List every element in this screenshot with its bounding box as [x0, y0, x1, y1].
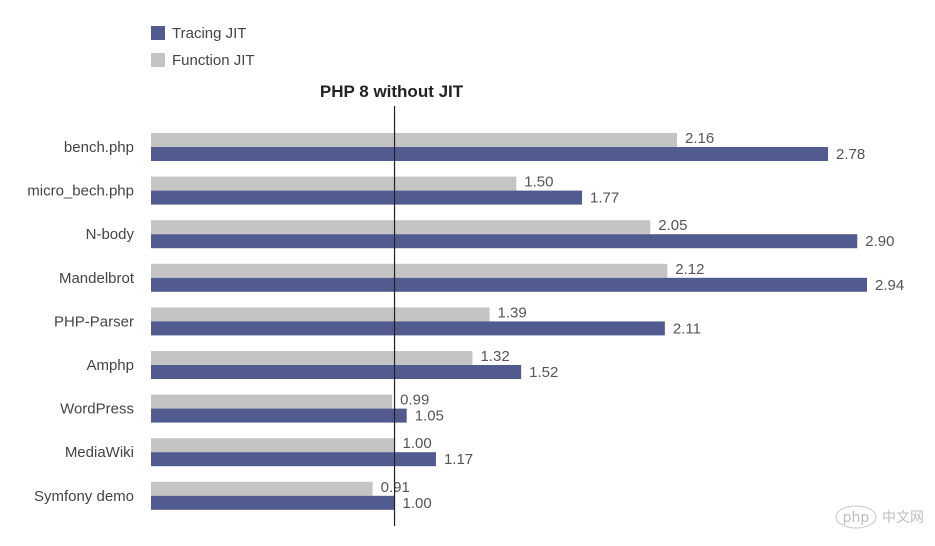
bar-tracing-jit-bench-php [151, 147, 829, 161]
value-label-tracing-jit-amphp: 1.52 [529, 364, 558, 381]
value-label-function-jit-amphp: 1.32 [480, 348, 509, 365]
value-label-tracing-jit-mediawiki: 1.17 [444, 451, 473, 468]
bar-function-jit-micro-bech-php [151, 176, 517, 191]
legend: Tracing JIT Function JIT [151, 25, 255, 69]
category-label-wordpress: WordPress [60, 401, 134, 418]
category-label-mediawiki: MediaWiki [65, 444, 134, 461]
value-label-tracing-jit-php-parser: 2.11 [673, 320, 701, 337]
bar-tracing-jit-n-body [151, 234, 858, 249]
reference-line-label: PHP 8 without JIT [320, 82, 464, 101]
category-label-mandelbrot: Mandelbrot [59, 270, 135, 287]
watermark: php 中文网 [835, 505, 924, 529]
bar-function-jit-mediawiki [151, 438, 395, 453]
legend-label-tracing-jit: Tracing JIT [172, 25, 246, 42]
value-label-tracing-jit-n-body: 2.90 [865, 233, 894, 250]
value-label-tracing-jit-mandelbrot: 2.94 [875, 277, 904, 294]
bars-group: bench.php 2.16 2.78 micro_bech.php 1.50 1.77 N… [27, 130, 904, 512]
bar-function-jit-bench-php [151, 133, 678, 147]
value-label-function-jit-mediawiki: 1.00 [403, 435, 432, 452]
bar-function-jit-n-body [151, 220, 651, 235]
value-label-function-jit-symfony-demo: 0.91 [381, 479, 410, 496]
category-label-bench-php: bench.php [64, 139, 134, 156]
category-label-micro-bech-php: micro_bech.php [27, 183, 134, 200]
value-label-function-jit-php-parser: 1.39 [498, 304, 527, 321]
category-label-amphp: Amphp [86, 357, 134, 374]
bar-tracing-jit-amphp [151, 365, 522, 379]
value-label-function-jit-micro-bech-php: 1.50 [524, 174, 553, 191]
watermark-site-text: 中文网 [882, 510, 924, 526]
value-label-function-jit-n-body: 2.05 [658, 217, 687, 234]
bar-function-jit-amphp [151, 351, 473, 365]
value-label-tracing-jit-wordpress: 1.05 [415, 408, 444, 425]
category-label-php-parser: PHP-Parser [54, 313, 134, 330]
watermark-logo-icon [835, 505, 877, 529]
bar-tracing-jit-symfony-demo [151, 495, 395, 510]
legend-label-function-jit: Function JIT [172, 52, 255, 69]
legend-swatch-function-jit [151, 53, 165, 67]
bar-tracing-jit-wordpress [151, 408, 407, 423]
legend-swatch-tracing-jit [151, 26, 165, 40]
watermark-logo-text: php [843, 510, 870, 526]
bar-tracing-jit-php-parser [151, 321, 665, 336]
reference-line-group: PHP 8 without JIT [320, 82, 464, 526]
value-label-function-jit-mandelbrot: 2.12 [675, 261, 704, 278]
bar-function-jit-wordpress [151, 394, 393, 409]
bar-tracing-jit-mediawiki [151, 452, 436, 467]
bar-function-jit-mandelbrot [151, 263, 668, 278]
category-label-n-body: N-body [86, 226, 135, 243]
bar-function-jit-symfony-demo [151, 481, 373, 496]
category-label-symfony-demo: Symfony demo [34, 488, 134, 505]
value-label-tracing-jit-symfony-demo: 1.00 [403, 495, 432, 512]
value-label-function-jit-bench-php: 2.16 [685, 130, 714, 147]
bar-tracing-jit-mandelbrot [151, 277, 867, 292]
value-label-tracing-jit-micro-bech-php: 1.77 [590, 190, 619, 207]
value-label-tracing-jit-bench-php: 2.78 [836, 146, 865, 163]
bar-function-jit-php-parser [151, 307, 490, 322]
value-label-function-jit-wordpress: 0.99 [400, 392, 429, 409]
bar-tracing-jit-micro-bech-php [151, 190, 583, 205]
